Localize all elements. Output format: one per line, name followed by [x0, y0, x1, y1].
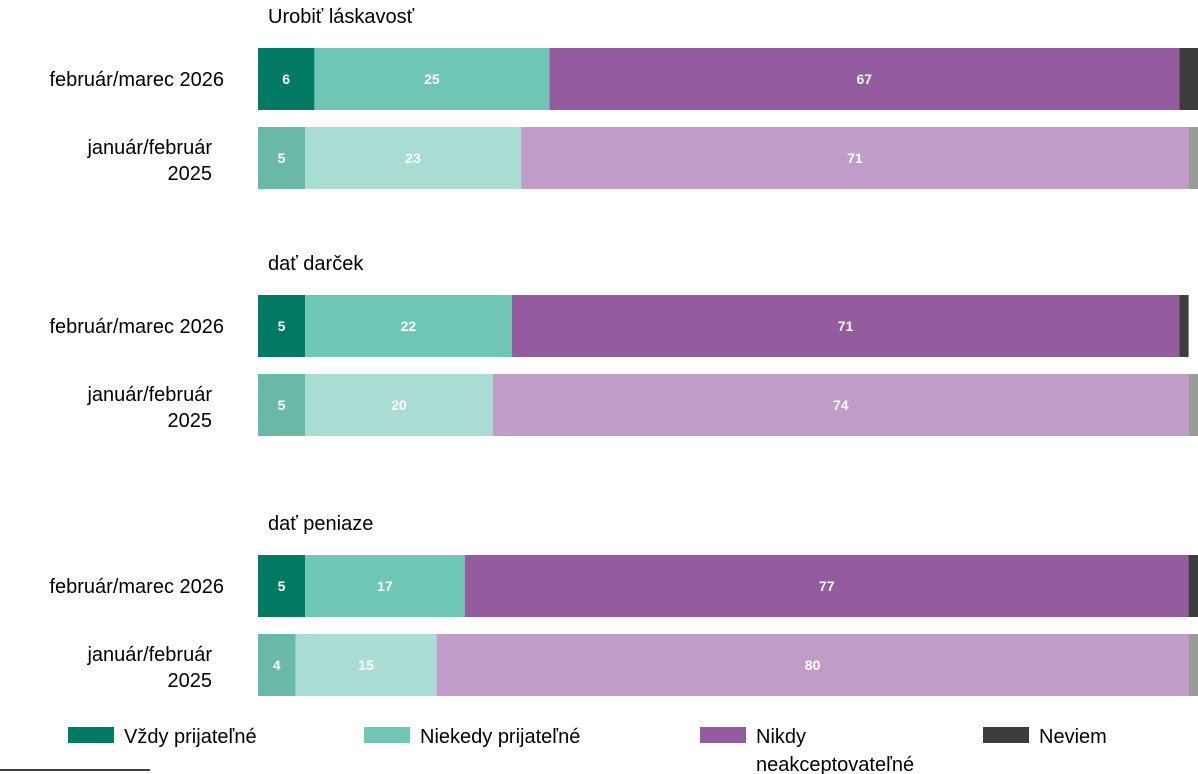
bar-segment — [258, 374, 305, 436]
data-label: 71 — [847, 150, 863, 166]
legend-item: Nikdy neakceptovateľné — [700, 726, 914, 774]
bar-segment — [1188, 127, 1198, 189]
legend-label-line: Nikdy — [756, 726, 806, 748]
group-title: dať peniaze — [268, 513, 373, 535]
bar-segment — [295, 634, 437, 696]
data-label: 25 — [424, 71, 440, 87]
data-label: 17 — [377, 578, 393, 594]
data-label: 15 — [358, 657, 374, 673]
bar-segment — [1188, 634, 1198, 696]
legend-item: Vždy prijateľné — [68, 726, 257, 748]
row-label: január/február 2025 — [86, 137, 212, 185]
row-label-line: 2025 — [168, 670, 213, 692]
legend-item: Neviem — [983, 726, 1107, 748]
bar-segment — [305, 127, 522, 189]
row-label: január/február 2025 — [86, 384, 212, 432]
data-label: 22 — [401, 318, 417, 334]
row-label: január/február 2025 — [86, 644, 212, 692]
data-label: 4 — [273, 657, 281, 673]
legend-label: Niekedy prijateľné — [420, 726, 580, 748]
bar-segment — [258, 555, 305, 617]
row-label: február/marec 2026 — [49, 576, 224, 598]
legend-label-line: Neviem — [1039, 726, 1107, 748]
data-label: 71 — [838, 318, 854, 334]
bar-segment — [493, 374, 1189, 436]
data-label: 5 — [278, 578, 286, 594]
bar-segment — [258, 48, 315, 110]
chart-groups: Urobiť láskavosť február/marec 2026 6 25 67 j… — [49, 6, 1198, 696]
group-title: Urobiť láskavosť — [268, 6, 415, 28]
row-label-line: január/február — [86, 384, 212, 406]
group-3: dať peniaze február/marec 2026 5 17 77 január… — [49, 513, 1198, 696]
data-label: 23 — [405, 150, 421, 166]
row-label-line: 2025 — [168, 410, 213, 432]
bar-segment — [1188, 374, 1198, 436]
legend-swatch — [983, 727, 1029, 743]
bar-segment — [258, 295, 305, 357]
bar-segment — [258, 634, 296, 696]
bar-segment — [1179, 295, 1189, 357]
legend-item: Niekedy prijateľné — [364, 726, 580, 748]
data-label: 5 — [278, 318, 286, 334]
legend: Vždy prijateľné Niekedy prijateľné Nikdy ne… — [68, 726, 1107, 774]
data-label: 80 — [805, 657, 821, 673]
legend-label-line: Niekedy prijateľné — [420, 726, 580, 748]
bar-segment — [436, 634, 1189, 696]
legend-label-line: neakceptovateľné — [756, 754, 914, 774]
legend-swatch — [68, 727, 114, 743]
data-label: 5 — [278, 150, 286, 166]
bar-segment — [1188, 555, 1198, 617]
bar-segment — [1179, 48, 1198, 110]
bar-segment — [305, 295, 512, 357]
data-label: 6 — [282, 71, 290, 87]
bar-segment — [305, 555, 465, 617]
data-label: 20 — [391, 397, 407, 413]
group-title: dať darček — [268, 253, 364, 275]
legend-label: Neviem — [1039, 726, 1107, 748]
row-label: február/marec 2026 — [49, 69, 224, 91]
bar-segment — [258, 127, 305, 189]
data-label: 74 — [833, 397, 849, 413]
data-label: 67 — [857, 71, 873, 87]
legend-label: Vždy prijateľné — [124, 726, 257, 748]
data-label: 77 — [819, 578, 835, 594]
row-label-line: január/február — [86, 644, 212, 666]
row-label-line: 2025 — [168, 163, 213, 185]
group-1: Urobiť láskavosť február/marec 2026 6 25 67 j… — [49, 6, 1198, 189]
bar-segment — [521, 127, 1189, 189]
data-label: 5 — [278, 397, 286, 413]
bar-segment — [549, 48, 1180, 110]
row-label-line: január/február — [86, 137, 212, 159]
legend-swatch — [700, 727, 746, 743]
row-label: február/marec 2026 — [49, 316, 224, 338]
legend-label-line: Vždy prijateľné — [124, 726, 257, 748]
bar-segment — [314, 48, 550, 110]
group-2: dať darček február/marec 2026 5 22 71 január/… — [49, 253, 1198, 436]
bar-segment — [511, 295, 1180, 357]
bar-segment — [464, 555, 1189, 617]
bar-segment — [305, 374, 493, 436]
legend-swatch — [364, 727, 410, 743]
legend-label: Nikdy neakceptovateľné — [756, 726, 914, 774]
